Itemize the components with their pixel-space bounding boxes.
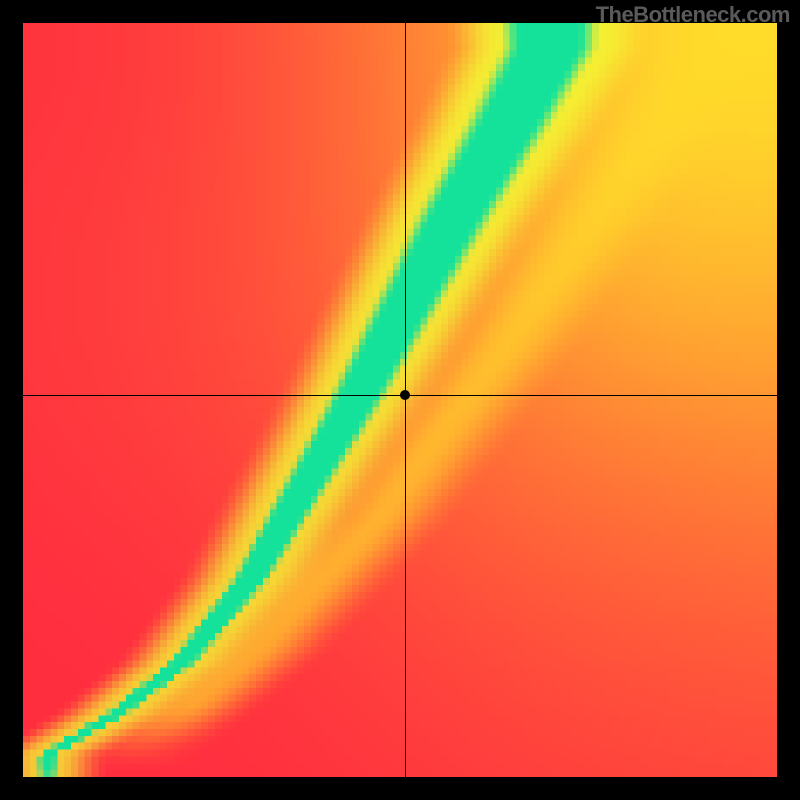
crosshair-marker [400, 390, 410, 400]
plot-area [23, 23, 777, 777]
watermark-text: TheBottleneck.com [596, 2, 790, 28]
heatmap-canvas [23, 23, 777, 777]
